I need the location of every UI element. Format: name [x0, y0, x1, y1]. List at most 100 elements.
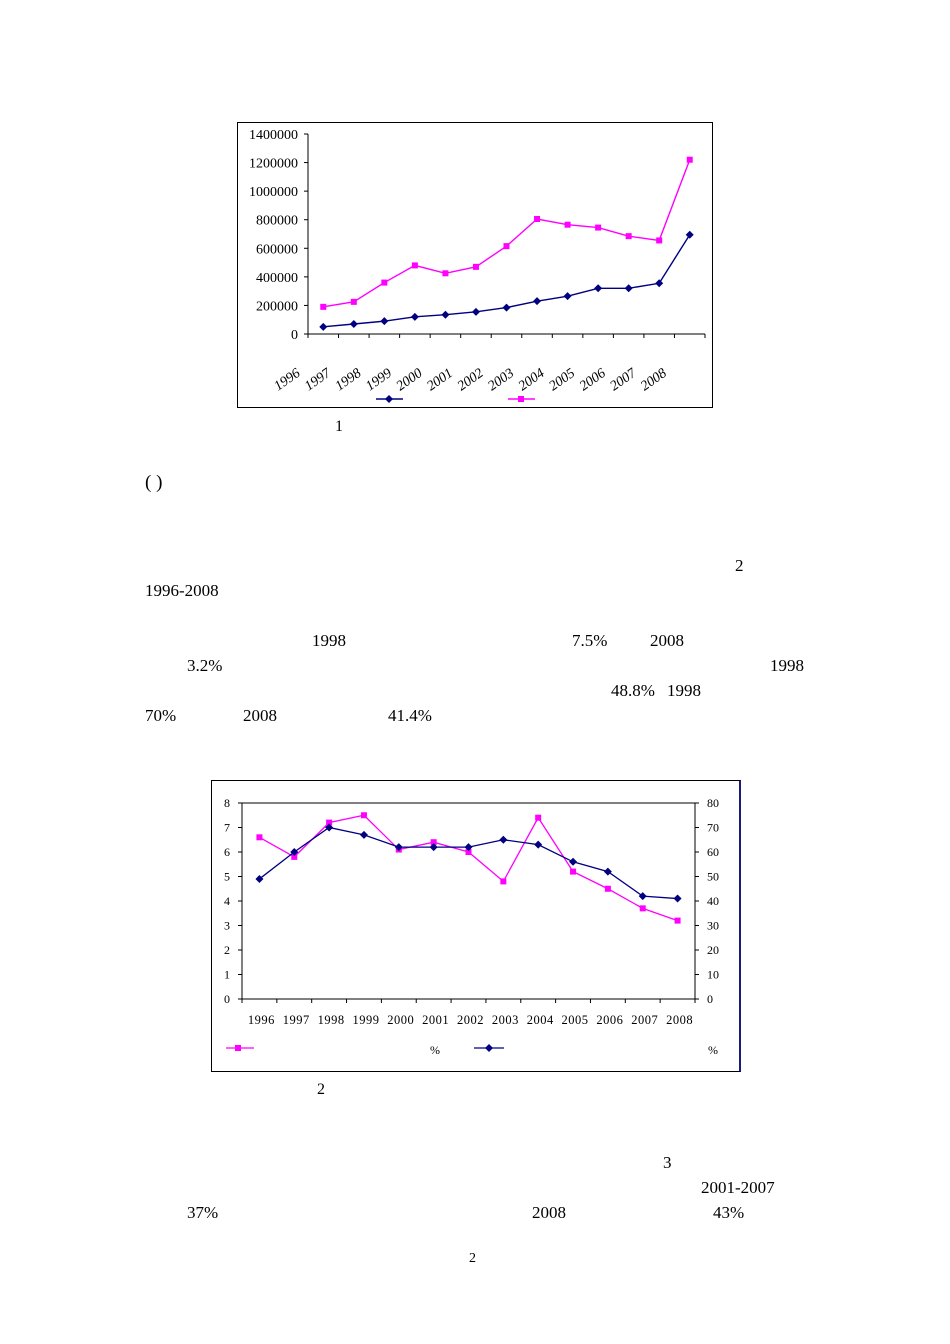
chart-2-series-2-point — [359, 830, 368, 839]
chart-1-y-tick-label: 1200000 — [249, 157, 298, 172]
para1-figure-ref: 2 — [735, 556, 744, 575]
chart-1-series-2-point — [655, 279, 664, 288]
chart-2-series-1-point — [535, 814, 542, 821]
chart-1-series-2-point — [533, 297, 542, 306]
chart-2-left-tick-label: 5 — [224, 870, 230, 884]
chart-2-right-tick-label: 70 — [707, 821, 719, 835]
chart-1-x-tick-label: 2000 — [394, 366, 426, 394]
para1-pct-3-2: 3.2% — [187, 656, 223, 675]
chart-2-series-1-point — [500, 878, 507, 885]
chart-1-x-tick-label: 2008 — [638, 366, 670, 394]
chart-2-series-2-point — [569, 857, 578, 866]
chart-1-series-2-point — [441, 310, 450, 319]
chart-2-series-2-point — [638, 892, 647, 901]
chart-1-series-1-point — [503, 243, 510, 250]
chart-1-y-tick-label: 200000 — [256, 299, 298, 314]
chart-1-x-tick-label: 1998 — [333, 366, 365, 394]
chart-1-series-2-point — [594, 284, 603, 293]
chart-2-series-2-point — [290, 848, 299, 856]
chart-2-x-tick-label: 2002 — [457, 1013, 484, 1027]
chart-2-series-2-line — [259, 826, 678, 900]
chart-1-x-tick-label: 1996 — [272, 366, 304, 394]
chart-2-x-tick-label: 2001 — [422, 1013, 449, 1027]
chart-2-x-tick-label: 2007 — [631, 1013, 658, 1027]
para1-year-1998-c: 1998 — [667, 681, 701, 700]
chart-1-series-1-point — [320, 303, 327, 310]
chart-2-legend-label-b: % — [708, 1043, 718, 1057]
chart-1-legend-marker-b — [385, 395, 393, 403]
chart-2-right-tick-label: 60 — [707, 845, 719, 859]
chart-2-right-tick-label: 80 — [707, 796, 719, 810]
chart-2-right-tick-label: 30 — [707, 919, 719, 933]
chart-2-series-2-point — [499, 835, 508, 844]
chart-1-series-2-point — [319, 322, 328, 331]
chart-2-legend-label-a: % — [430, 1043, 440, 1057]
chart-2-series-1-point — [256, 834, 263, 841]
chart-1-series-1-point — [381, 279, 388, 286]
chart-2-x-tick-label: 2004 — [527, 1013, 554, 1027]
section-mark: ( ) — [145, 472, 163, 493]
chart-2-series-2-point — [394, 843, 403, 852]
chart-2-series-1-point — [291, 853, 298, 860]
chart-2-series-1-point — [326, 819, 333, 826]
chart-2-series-1-line — [259, 814, 678, 922]
chart-2-x-tick-label: 2005 — [562, 1013, 589, 1027]
chart-2-plot-area — [241, 802, 696, 1000]
chart-2-series-2-point — [673, 894, 682, 903]
chart-1-series-2-point — [380, 317, 389, 326]
chart-2-left-tick-label: 1 — [224, 968, 230, 982]
chart-1-series-1-point — [442, 270, 449, 277]
page-number: 2 — [469, 1251, 476, 1266]
chart-2-x-tick-label: 2000 — [387, 1013, 414, 1027]
chart-2-x-tick-label: 2006 — [596, 1013, 623, 1027]
chart-1-series-2-point — [624, 284, 633, 293]
chart-2-right-tick-label: 10 — [707, 968, 719, 982]
chart-2-x-tick-label: 1999 — [352, 1013, 379, 1027]
chart-1: 1400000 1200000 1000000 800000 600000 400000 2… — [237, 122, 713, 408]
chart-2-right-tick-label: 50 — [707, 870, 719, 884]
chart-2-series-1-point — [604, 885, 611, 892]
chart-2-right-tick-label: 0 — [707, 992, 713, 1006]
para2-figure-ref: 3 — [663, 1153, 672, 1172]
chart-1-series-1-point — [595, 224, 602, 231]
chart-1-series-1-point — [564, 221, 571, 228]
chart-2-left-tick-label: 4 — [224, 894, 230, 908]
chart-1-series-2-point — [471, 307, 480, 316]
para1-pct-7-5: 7.5% — [572, 631, 608, 650]
para1-year-1998-a: 1998 — [312, 631, 346, 650]
chart-1-series-2-point — [563, 292, 572, 301]
chart-1-x-tick-label: 1999 — [363, 366, 395, 394]
chart-2-left-tick-label: 6 — [224, 845, 230, 859]
chart-2-left-tick-label: 3 — [224, 919, 230, 933]
chart-1-x-tick-label: 2006 — [577, 366, 609, 394]
chart-2-caption: 2 — [317, 1081, 325, 1098]
chart-1-y-tick-label: 0 — [291, 328, 298, 343]
chart-2-right-tick-label: 40 — [707, 894, 719, 908]
chart-1-series-1-point — [534, 216, 541, 222]
para2-pct-43: 43% — [713, 1203, 745, 1222]
chart-2-series-2-point — [464, 843, 473, 852]
chart-2-right-tick-label: 20 — [707, 943, 719, 957]
chart-2-legend-marker-a — [235, 1045, 241, 1051]
para1-pct-48-8: 48.8% — [611, 681, 655, 700]
chart-1-y-tick-label: 800000 — [256, 214, 298, 229]
chart-2-x-tick-label: 2008 — [666, 1013, 693, 1027]
chart-2-x-tick-label: 1998 — [318, 1013, 345, 1027]
chart-1-caption: 1 — [335, 418, 343, 435]
para2-pct-37: 37% — [187, 1203, 219, 1222]
chart-1-series-1-point — [656, 237, 663, 244]
chart-1-series-1-point — [625, 233, 632, 240]
chart-2-series-2-point — [603, 867, 612, 876]
chart-2: 8 7 6 5 4 3 2 1 0 80 70 60 50 40 30 20 10 0 1996 1997 1998 19… — [211, 780, 741, 1072]
chart-1-series-2-point — [349, 320, 358, 328]
chart-2-series-2-point — [325, 823, 334, 832]
chart-1-series-1-point — [350, 298, 357, 305]
chart-2-left-tick-label: 7 — [224, 821, 230, 835]
chart-1-series-2-point — [502, 303, 511, 312]
chart-1-x-tick-label: 2002 — [455, 366, 487, 394]
chart-2-left-tick-label: 2 — [224, 943, 230, 957]
para1-year-range: 1996-2008 — [145, 581, 219, 600]
chart-1-y-tick-label: 1000000 — [249, 185, 298, 200]
chart-2-x-tick-label: 1997 — [283, 1013, 310, 1027]
para1-year-2008-b: 2008 — [243, 706, 277, 725]
